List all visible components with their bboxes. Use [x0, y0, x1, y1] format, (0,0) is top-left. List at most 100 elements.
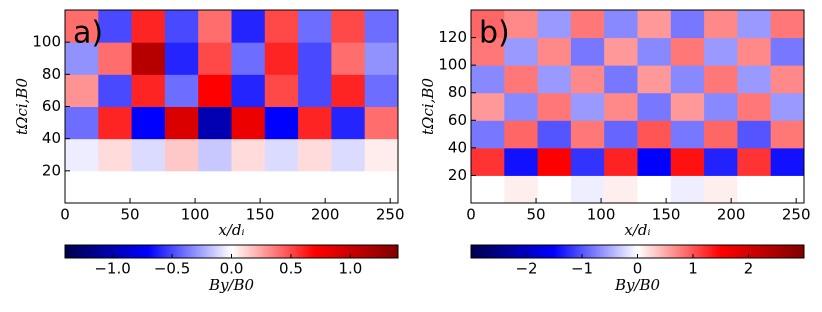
heat-cell: [264, 74, 299, 107]
x-tick-label: 150: [652, 206, 681, 224]
heat-cell: [637, 10, 672, 39]
heat-cell: [504, 37, 539, 66]
heat-cell: [131, 138, 166, 172]
x-tick-label: 200: [311, 206, 340, 224]
heat-cell: [604, 175, 638, 204]
heat-cell: [770, 120, 805, 149]
heat-cell: [331, 42, 366, 75]
heat-cell: [570, 37, 605, 66]
y-tick-label: 20: [448, 166, 467, 184]
x-tick-label: 100: [181, 206, 210, 224]
heat-cell: [770, 175, 805, 204]
x-tick-label: 150: [246, 206, 275, 224]
heat-cell: [504, 92, 539, 121]
heat-cell: [770, 147, 805, 176]
heat-cell: [65, 10, 99, 43]
heat-cell: [131, 74, 166, 107]
heat-cell: [737, 175, 772, 204]
heat-cell: [298, 42, 332, 75]
heat-cell: [231, 138, 266, 172]
heat-cell: [298, 10, 332, 43]
heat-cell: [537, 65, 572, 94]
x-tick-label: 0: [60, 206, 70, 224]
heat-cell: [570, 120, 605, 149]
heat-cell: [231, 106, 266, 140]
y-axis-label: tΩci,B0: [13, 78, 31, 135]
heat-cell: [604, 147, 638, 176]
heat-cell: [737, 120, 772, 149]
heat-cell: [65, 138, 99, 172]
heat-cell: [264, 42, 299, 75]
heat-cell: [471, 65, 505, 94]
heat-cell: [604, 120, 638, 149]
colorbar-tick-label: 0.5: [279, 260, 303, 278]
heat-cell: [364, 106, 399, 140]
colorbar-tick-label: 1: [688, 260, 698, 278]
heat-cell: [198, 42, 232, 75]
heat-cell: [471, 37, 505, 66]
x-axis-label: x/dᵢ: [218, 221, 244, 239]
heat-cell: [670, 10, 705, 39]
colorbar-tick-label: 2: [744, 260, 754, 278]
heat-cell: [298, 138, 332, 172]
heat-cell: [264, 170, 299, 204]
heat-cell: [98, 42, 133, 75]
heat-cell: [264, 106, 299, 140]
heat-cell: [231, 74, 266, 107]
heat-cell: [570, 147, 605, 176]
x-tick-label: 50: [526, 206, 545, 224]
heat-cell: [770, 10, 805, 39]
heat-cell: [264, 10, 299, 43]
heat-cell: [737, 92, 772, 121]
heat-cell: [298, 170, 332, 204]
heat-cell: [770, 37, 805, 66]
heat-cell: [637, 92, 672, 121]
heat-cell: [131, 170, 166, 204]
heat-cell: [570, 175, 605, 204]
y-tick-label: 80: [42, 65, 61, 83]
y-tick-label: 40: [42, 129, 61, 147]
heat-cell: [504, 10, 539, 39]
heat-cell: [637, 120, 672, 149]
colorbar-tick-label: 0.0: [220, 260, 244, 278]
heat-cell: [670, 175, 705, 204]
heat-cell: [704, 92, 738, 121]
heat-cell: [504, 65, 539, 94]
heat-cell: [65, 74, 99, 107]
heat-cell: [670, 92, 705, 121]
heat-cell: [737, 65, 772, 94]
heat-cell: [471, 92, 505, 121]
heat-cell: [164, 42, 199, 75]
axes-frame: [470, 9, 805, 204]
heat-cell: [364, 74, 399, 107]
heat-cell: [131, 10, 166, 43]
heat-cell: [537, 37, 572, 66]
heat-cell: [704, 147, 738, 176]
heat-cell: [504, 147, 539, 176]
heat-cell: [131, 106, 166, 140]
heat-cell: [65, 42, 99, 75]
heat-cell: [65, 170, 99, 204]
x-tick-label: 250: [376, 206, 405, 224]
colorbar-tick-label: −1.0: [94, 260, 130, 278]
heat-cell: [231, 10, 266, 43]
heat-cell: [637, 147, 672, 176]
heat-cell: [471, 10, 505, 39]
heat-cell: [331, 138, 366, 172]
heat-cell: [331, 106, 366, 140]
heat-cell: [670, 147, 705, 176]
heat-cell: [164, 74, 199, 107]
heat-cell: [737, 37, 772, 66]
y-tick-label: 100: [32, 33, 61, 51]
y-tick-label: 100: [438, 56, 467, 74]
heat-cell: [364, 42, 399, 75]
heat-cell: [198, 74, 232, 107]
heat-cell: [364, 138, 399, 172]
heat-cell: [604, 10, 638, 39]
colorbar-label: By/B0: [614, 276, 661, 294]
heat-cell: [364, 170, 399, 204]
x-axis-label: x/dᵢ: [624, 221, 650, 239]
heat-cell: [537, 10, 572, 39]
heat-cell: [331, 10, 366, 43]
x-tick-label: 50: [120, 206, 139, 224]
